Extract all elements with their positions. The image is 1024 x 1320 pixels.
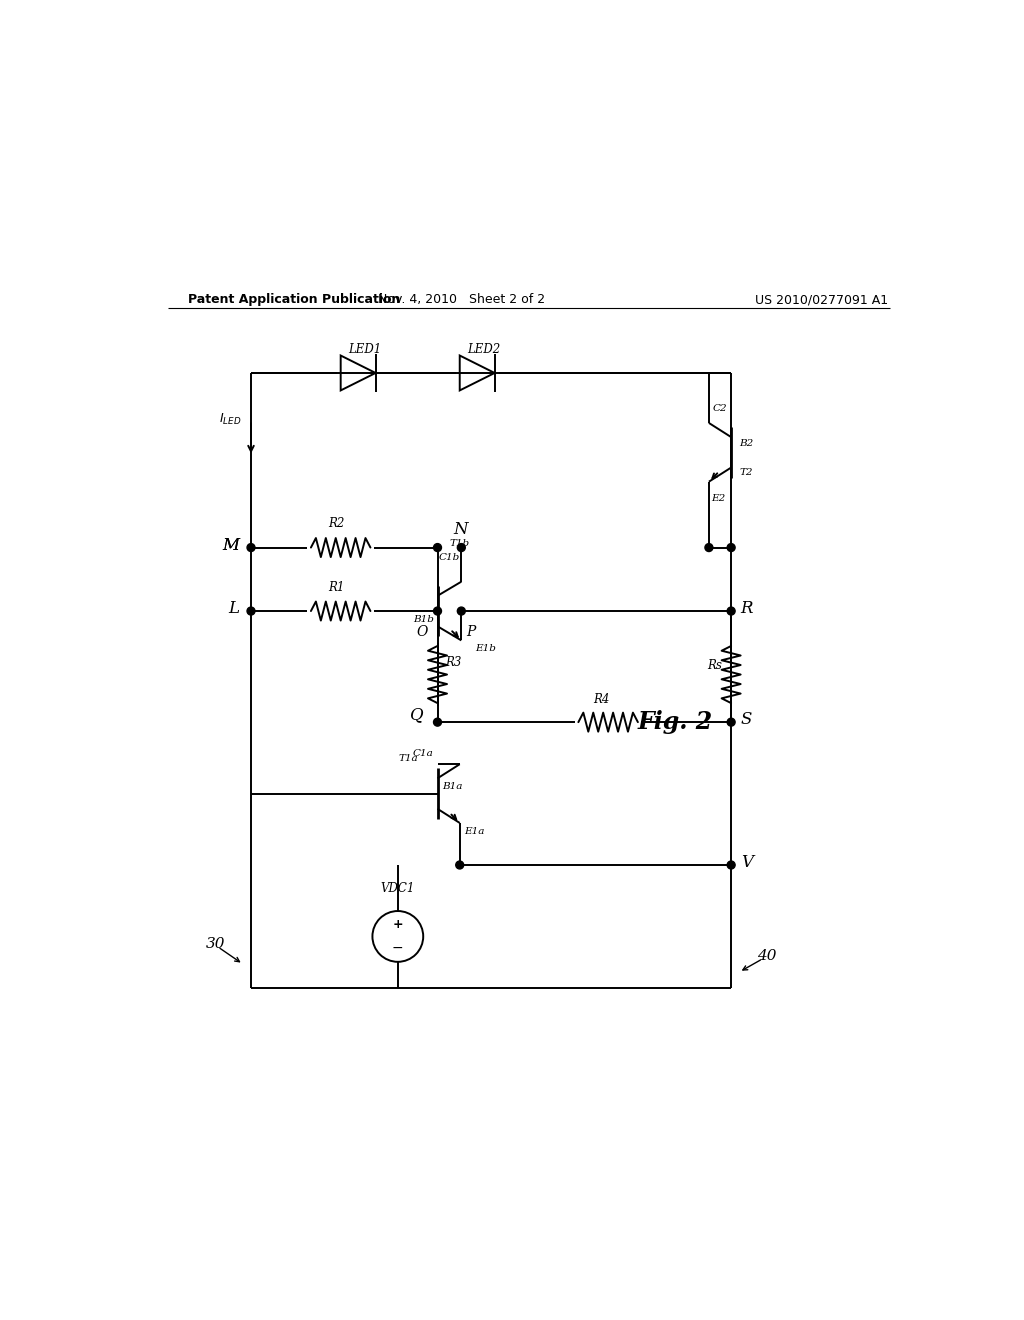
Text: 40: 40	[757, 949, 776, 964]
Text: T1b: T1b	[450, 540, 470, 548]
Text: C1b: C1b	[439, 553, 461, 562]
Circle shape	[247, 607, 255, 615]
Text: B2: B2	[739, 440, 754, 449]
Text: O: O	[417, 626, 428, 639]
Text: VDC1: VDC1	[381, 882, 415, 895]
Text: LED2: LED2	[467, 342, 500, 355]
Circle shape	[433, 718, 441, 726]
Circle shape	[705, 544, 713, 552]
Text: E1b: E1b	[475, 644, 497, 653]
Text: T2: T2	[739, 469, 753, 478]
Text: C2: C2	[713, 404, 727, 413]
Text: LED1: LED1	[348, 342, 381, 355]
Circle shape	[727, 544, 735, 552]
Text: R1: R1	[329, 581, 345, 594]
Text: R: R	[740, 601, 754, 618]
Text: R2: R2	[329, 517, 345, 531]
Text: −: −	[392, 941, 403, 954]
Circle shape	[458, 544, 465, 552]
Text: M: M	[222, 537, 240, 553]
Text: Rs: Rs	[707, 659, 722, 672]
Circle shape	[456, 861, 464, 869]
Text: B1a: B1a	[442, 783, 463, 791]
Text: M: M	[222, 537, 240, 553]
Text: +: +	[392, 919, 403, 932]
Text: US 2010/0277091 A1: US 2010/0277091 A1	[755, 293, 888, 306]
Text: S: S	[740, 711, 752, 729]
Circle shape	[458, 607, 465, 615]
Text: L: L	[228, 601, 240, 618]
Text: E2: E2	[712, 494, 726, 503]
Text: E1a: E1a	[465, 826, 484, 836]
Text: R3: R3	[445, 656, 462, 669]
Text: N: N	[454, 521, 468, 539]
Text: Q: Q	[410, 706, 423, 723]
Circle shape	[727, 718, 735, 726]
Text: Nov. 4, 2010   Sheet 2 of 2: Nov. 4, 2010 Sheet 2 of 2	[378, 293, 545, 306]
Text: R4: R4	[594, 693, 610, 706]
Text: $I_{LED}$: $I_{LED}$	[219, 412, 242, 426]
Circle shape	[433, 607, 441, 615]
Text: T1a: T1a	[398, 754, 418, 763]
Text: P: P	[466, 626, 475, 639]
Text: B1b: B1b	[413, 615, 433, 624]
Text: C1a: C1a	[413, 748, 433, 758]
Text: Patent Application Publication: Patent Application Publication	[187, 293, 400, 306]
Circle shape	[433, 544, 441, 552]
Text: V: V	[740, 854, 753, 871]
Circle shape	[727, 607, 735, 615]
Text: 30: 30	[206, 937, 225, 952]
Circle shape	[727, 861, 735, 869]
Circle shape	[247, 544, 255, 552]
Text: Fig. 2: Fig. 2	[638, 710, 713, 734]
